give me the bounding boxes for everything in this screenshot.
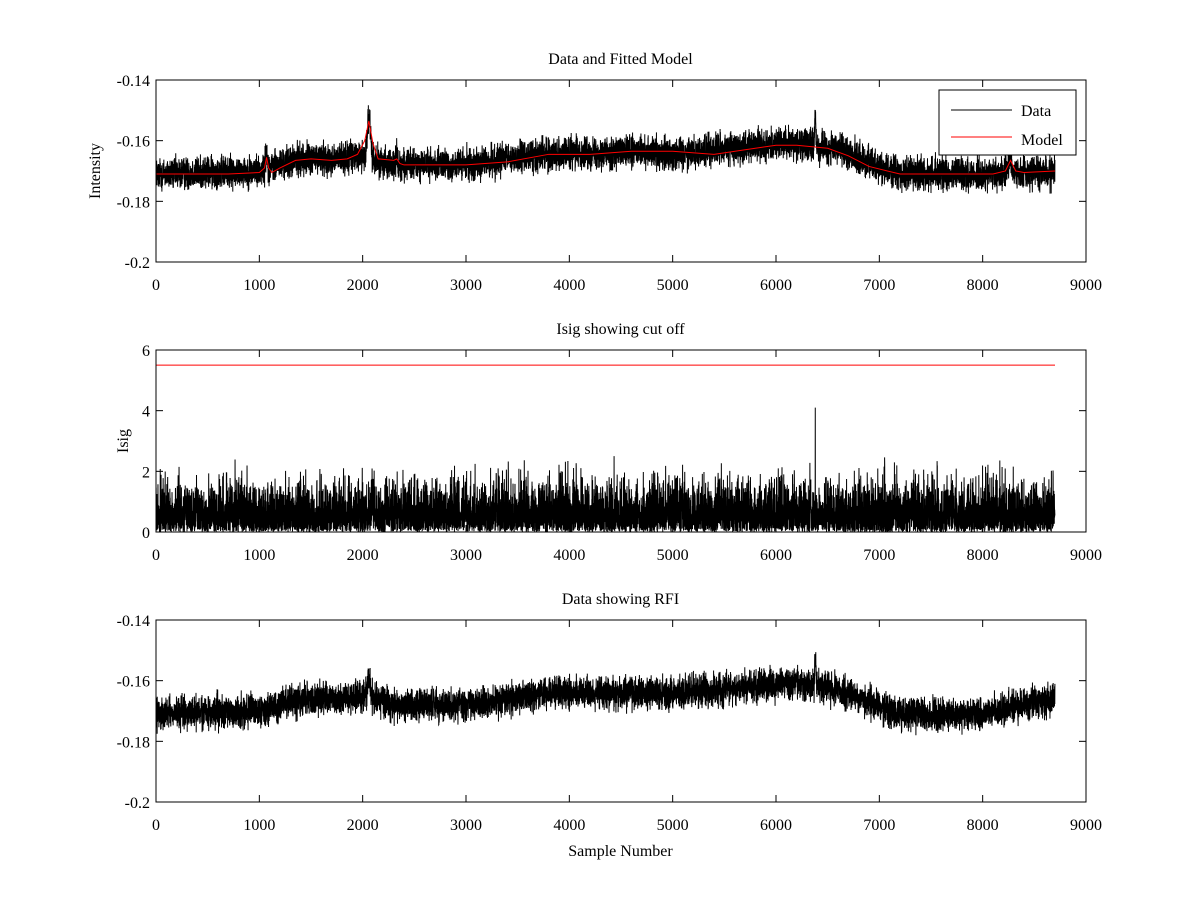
subplot-1-series-data xyxy=(156,105,1056,194)
subplot-3-x-tick-label: 9000 xyxy=(1070,817,1102,834)
subplot-1-plot-area xyxy=(156,105,1056,194)
subplot-3-x-tick-label: 5000 xyxy=(657,817,689,834)
subplot-3-x-tick-label: 1000 xyxy=(243,817,275,834)
subplot-1-y-tick-label: -0.14 xyxy=(117,73,150,90)
subplot-isig: Isig showing cut off Isig 0 1000 2000 3000 4… xyxy=(115,321,1102,564)
subplot-3-y-tick-label: -0.2 xyxy=(125,795,150,812)
subplot-data-rfi: Data showing RFI Sample Number 0 1000 2000… xyxy=(117,591,1102,860)
subplot-2-x-tick-label: 3000 xyxy=(450,547,482,564)
subplot-2-y-tick-label: 6 xyxy=(142,343,150,360)
subplot-2-title: Isig showing cut off xyxy=(556,321,685,338)
subplot-3-x-tick-label: 6000 xyxy=(760,817,792,834)
subplot-2-y-tick-label: 0 xyxy=(142,525,150,542)
subplot-3-title: Data showing RFI xyxy=(562,591,679,608)
subplot-2-x-tick-label: 7000 xyxy=(863,547,895,564)
subplot-2-x-tick-label: 8000 xyxy=(967,547,999,564)
subplot-1-series-model xyxy=(156,120,1056,175)
subplot-2-y-tick-label: 4 xyxy=(142,404,150,421)
subplot-3-series-signal xyxy=(156,652,1056,736)
subplot-2-x-tick-label: 4000 xyxy=(553,547,585,564)
subplot-1-y-tick-label: -0.18 xyxy=(117,194,150,211)
subplot-2-ticks: 0 1000 2000 3000 4000 5000 6000 7000 8000 9000 0 2 4… xyxy=(142,343,1102,564)
subplot-3-y-tick-label: -0.14 xyxy=(117,613,150,630)
legend: Data Model xyxy=(938,89,1077,156)
subplot-data-and-model: Data and Fitted Model Intensity 0 1000 200… xyxy=(87,51,1102,294)
subplot-2-x-tick-label: 0 xyxy=(152,547,160,564)
subplot-1-x-tick-label: 1000 xyxy=(243,277,275,294)
subplot-3-x-tick-label: 2000 xyxy=(347,817,379,834)
subplot-3-x-tick-label: 0 xyxy=(152,817,160,834)
subplot-3-xlabel: Sample Number xyxy=(568,843,673,860)
subplot-2-x-tick-label: 1000 xyxy=(243,547,275,564)
subplot-1-y-tick-label: -0.2 xyxy=(125,255,150,272)
subplot-1-x-tick-label: 8000 xyxy=(967,277,999,294)
subplot-2-plot-area xyxy=(156,364,1056,532)
subplot-2-x-tick-label: 2000 xyxy=(347,547,379,564)
subplot-1-x-tick-label: 0 xyxy=(152,277,160,294)
subplot-2-x-tick-label: 5000 xyxy=(657,547,689,564)
subplot-1-x-tick-label: 7000 xyxy=(863,277,895,294)
subplot-2-ylabel: Isig xyxy=(115,429,132,453)
subplot-3-x-tick-label: 3000 xyxy=(450,817,482,834)
subplot-1-axes-frame xyxy=(155,79,1087,263)
subplot-3-x-tick-label: 7000 xyxy=(863,817,895,834)
subplot-3-plot-area xyxy=(156,652,1056,736)
subplot-3-axes-frame xyxy=(155,619,1087,803)
subplot-3-x-tick-label: 4000 xyxy=(553,817,585,834)
subplot-1-ylabel: Intensity xyxy=(87,143,104,199)
subplot-2-series-signal xyxy=(156,407,1056,532)
subplot-1-x-tick-label: 2000 xyxy=(347,277,379,294)
subplot-1-ticks: 0 1000 2000 3000 4000 5000 6000 7000 8000 9000 -0.… xyxy=(117,73,1102,294)
subplot-2-x-tick-label: 9000 xyxy=(1070,547,1102,564)
subplot-1-x-tick-label: 4000 xyxy=(553,277,585,294)
subplot-2-y-tick-label: 2 xyxy=(142,464,150,481)
subplot-2-x-tick-label: 6000 xyxy=(760,547,792,564)
subplot-1-x-tick-label: 9000 xyxy=(1070,277,1102,294)
subplot-3-y-tick-label: -0.16 xyxy=(117,674,150,691)
subplot-1-title: Data and Fitted Model xyxy=(548,51,693,68)
subplot-1-y-tick-label: -0.16 xyxy=(117,134,150,151)
subplot-3-x-tick-label: 8000 xyxy=(967,817,999,834)
legend-label-model: Model xyxy=(1021,132,1063,149)
subplot-1-x-tick-label: 6000 xyxy=(760,277,792,294)
legend-box xyxy=(938,89,1077,156)
subplot-3-y-tick-label: -0.18 xyxy=(117,734,150,751)
subplot-2-axes-frame xyxy=(155,349,1087,533)
subplot-1-x-tick-label: 5000 xyxy=(657,277,689,294)
legend-label-data: Data xyxy=(1021,103,1051,120)
subplot-1-x-tick-label: 3000 xyxy=(450,277,482,294)
